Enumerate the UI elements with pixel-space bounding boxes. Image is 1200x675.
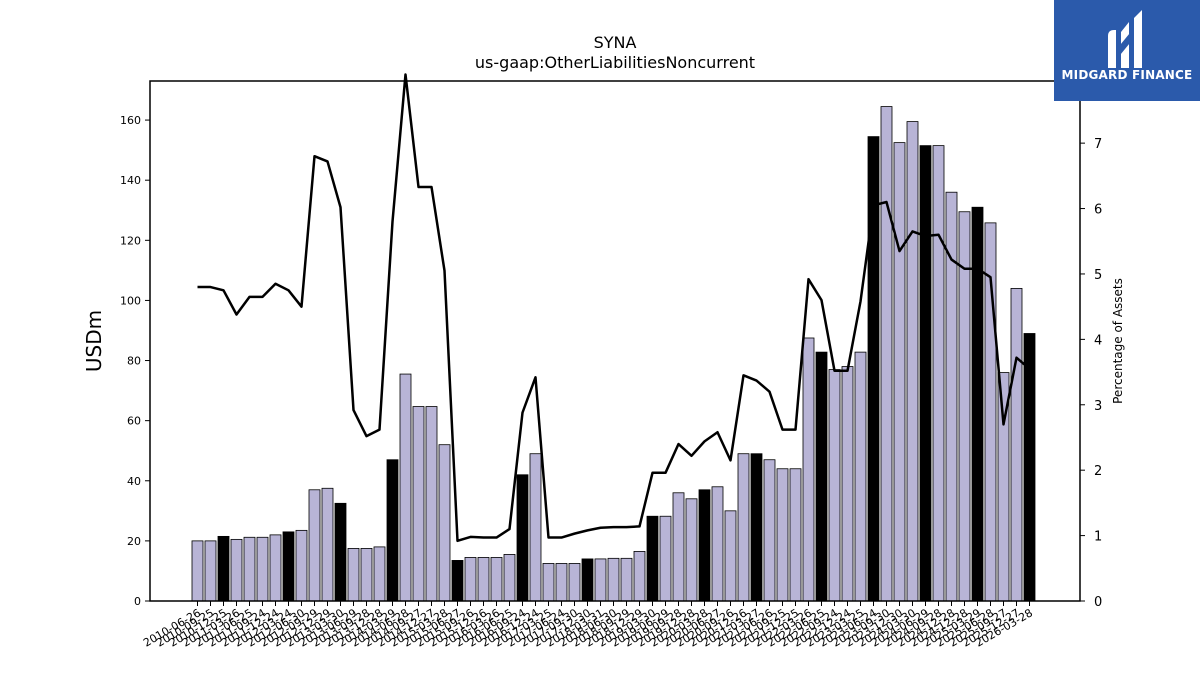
bar <box>815 351 828 602</box>
plot-frame <box>149 80 1081 602</box>
bar <box>412 406 425 602</box>
bar <box>399 373 412 602</box>
bar <box>217 535 230 602</box>
bar <box>503 554 516 602</box>
y-tick-label: 40 <box>127 475 141 488</box>
chart-title: SYNA <box>594 33 637 52</box>
y2-axis-label: Percentage of Assets <box>1111 278 1125 404</box>
y2-axis-ticks: 0 1 2 3 4 5 6 7 <box>1080 137 1102 610</box>
bar <box>360 548 373 602</box>
line-series <box>197 73 1031 543</box>
bar <box>607 557 620 602</box>
bar <box>776 468 789 602</box>
y-tick-label: 80 <box>127 355 141 368</box>
bar <box>295 529 308 602</box>
y-axis-ticks: 0 20 40 60 80 100 120 140 160 <box>120 114 150 608</box>
y-tick-label: 100 <box>120 294 141 307</box>
bar <box>737 453 750 602</box>
bar <box>386 459 399 602</box>
bar <box>516 474 529 602</box>
y-tick-label: 0 <box>134 595 141 608</box>
bar <box>906 121 919 602</box>
logo: MIDGARD FINANCE <box>1054 0 1200 101</box>
bar <box>789 468 802 602</box>
bar <box>854 351 867 602</box>
bar <box>230 538 243 602</box>
y2-tick-label: 2 <box>1094 464 1102 479</box>
bar <box>373 546 386 602</box>
bar <box>971 206 984 602</box>
bar <box>750 453 763 602</box>
bar <box>880 106 893 602</box>
bar <box>724 510 737 602</box>
bar <box>919 145 932 602</box>
bar <box>269 534 282 602</box>
bar <box>204 540 217 602</box>
bar <box>256 536 269 602</box>
y-tick-label: 60 <box>127 415 141 428</box>
y-axis-label: USDm <box>82 310 106 372</box>
y-tick-label: 20 <box>127 535 141 548</box>
bar <box>451 560 464 602</box>
bar <box>958 211 971 602</box>
bar <box>308 489 321 602</box>
bar <box>802 337 815 602</box>
bar <box>334 502 347 602</box>
bar <box>347 548 360 602</box>
bar <box>542 563 555 602</box>
y-tick-label: 120 <box>120 234 141 247</box>
logo-text: MIDGARD FINANCE <box>1061 68 1193 82</box>
bar <box>1023 333 1036 602</box>
bar <box>529 453 542 602</box>
bar <box>425 406 438 602</box>
y-tick-label: 160 <box>120 114 141 127</box>
bar <box>763 459 776 602</box>
bar <box>1010 287 1023 602</box>
bar <box>932 145 945 602</box>
bar <box>711 486 724 602</box>
bar <box>698 489 711 602</box>
bar <box>685 498 698 602</box>
bar <box>321 487 334 602</box>
y2-tick-label: 6 <box>1094 203 1102 218</box>
y2-tick-label: 5 <box>1094 268 1102 283</box>
bar <box>243 536 256 602</box>
bar <box>581 558 594 602</box>
bar <box>594 558 607 602</box>
percentage-line <box>197 73 1031 543</box>
bar <box>633 551 646 602</box>
bar <box>438 444 451 602</box>
bar <box>282 531 295 602</box>
y2-tick-label: 7 <box>1094 137 1102 152</box>
bar <box>464 557 477 602</box>
bar <box>477 557 490 602</box>
bar <box>659 515 672 602</box>
bar <box>841 366 854 602</box>
bar <box>646 515 659 602</box>
bar <box>893 142 906 602</box>
y2-tick-label: 1 <box>1094 530 1102 545</box>
y-tick-label: 140 <box>120 174 141 187</box>
bar <box>490 557 503 602</box>
y2-tick-label: 4 <box>1094 333 1102 348</box>
y2-tick-label: 0 <box>1094 595 1102 610</box>
bar <box>555 563 568 602</box>
logo-mark-icon <box>1108 10 1142 68</box>
bar <box>828 369 841 602</box>
bar <box>191 540 204 602</box>
bar <box>672 492 685 602</box>
chart-subtitle: us-gaap:OtherLiabilitiesNoncurrent <box>475 53 755 72</box>
y2-tick-label: 3 <box>1094 399 1102 414</box>
bar-series <box>191 106 1036 602</box>
bar <box>568 563 581 602</box>
x-axis-ticks: 2010-06-262010-09-252010-12-252011-03-26… <box>141 601 1035 650</box>
bar <box>620 557 633 602</box>
